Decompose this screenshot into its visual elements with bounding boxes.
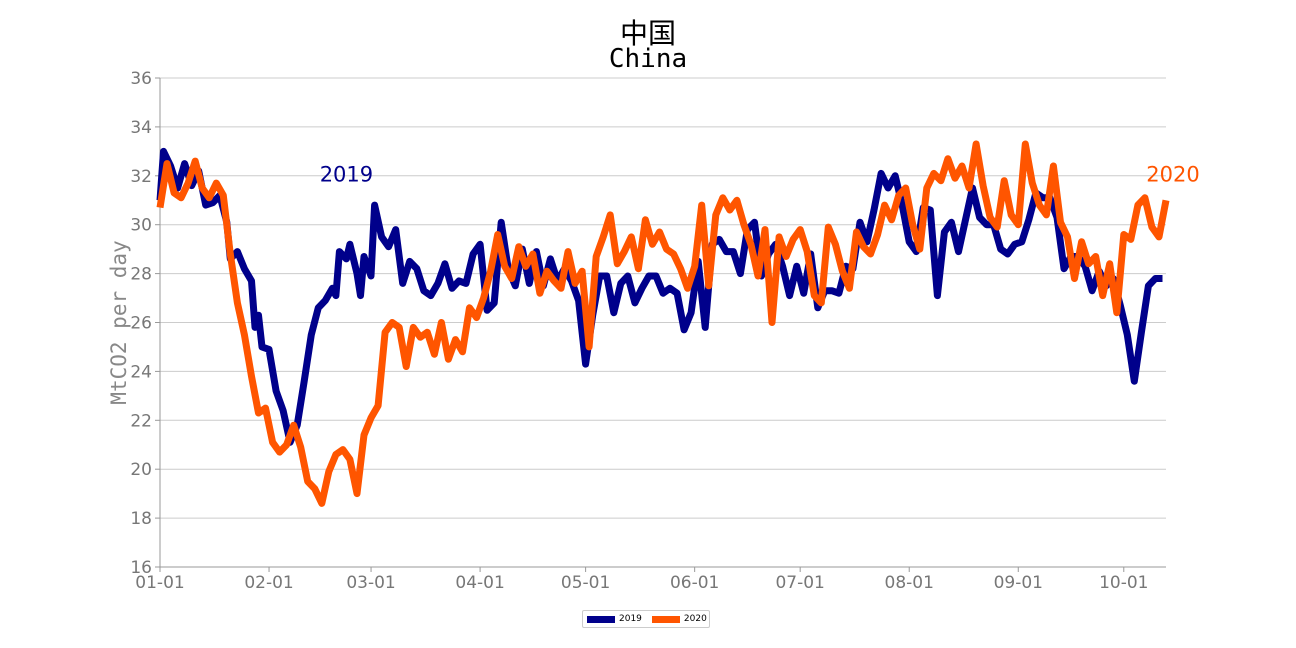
legend-item-2020: 2020 (651, 614, 707, 624)
annotation-2020: 2020 (1146, 162, 1199, 186)
y-tick-label: 30 (130, 216, 152, 236)
y-tick-label: 18 (130, 509, 152, 529)
legend-label-2019: 2019 (619, 614, 642, 624)
legend-swatch-2020 (651, 615, 680, 623)
y-tick-label: 36 (130, 69, 152, 89)
x-tick-label: 02-01 (244, 573, 293, 593)
annotation-2019: 2019 (320, 162, 373, 186)
x-tick-label: 06-01 (670, 573, 719, 593)
y-axis-label: MtCO2 per day (107, 240, 131, 404)
x-tick-label: 07-01 (775, 573, 824, 593)
series-line-2020 (156, 140, 1170, 507)
legend-swatch-2019 (587, 615, 615, 623)
legend-item-2019: 2019 (587, 614, 642, 624)
x-tick-label: 05-01 (561, 573, 610, 593)
y-tick-label: 16 (130, 558, 152, 578)
y-tick-label: 24 (130, 362, 152, 382)
x-tick-label: 08-01 (885, 573, 934, 593)
y-tick-label: 20 (130, 460, 152, 480)
y-tick-label: 32 (130, 167, 152, 187)
chart-subtitle: China (608, 44, 688, 74)
chart-title: 中国 (619, 17, 676, 50)
y-tick-label: 22 (130, 411, 152, 431)
series-line-2019 (156, 147, 1163, 446)
y-tick-label: 34 (130, 118, 152, 138)
x-tick-label: 01-01 (135, 573, 184, 593)
x-tick-label: 09-01 (994, 573, 1043, 593)
x-tick-label: 04-01 (455, 573, 504, 593)
x-tick-label: 03-01 (346, 573, 395, 593)
legend-label-2020: 2020 (683, 614, 707, 624)
x-tick-label: 10-01 (1099, 573, 1148, 593)
y-tick-label: 26 (130, 314, 152, 334)
y-tick-label: 28 (130, 265, 152, 285)
chart-legend: 2019 2020 (582, 610, 710, 628)
